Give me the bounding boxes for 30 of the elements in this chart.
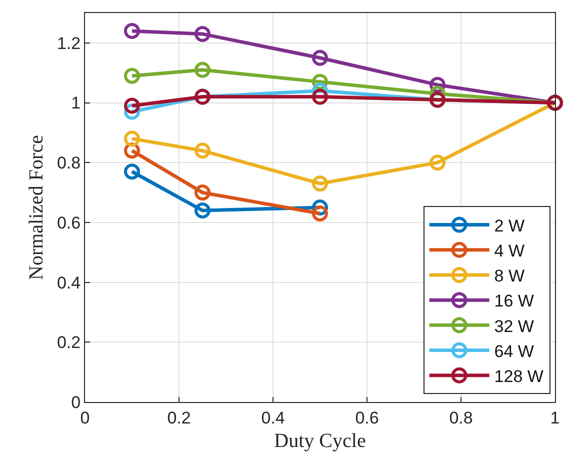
y-tick-label: 0.6	[56, 213, 81, 232]
point	[194, 26, 210, 42]
y-tick-label: 1	[71, 94, 81, 113]
x-tick-label: 0.8	[449, 408, 473, 428]
x-tick-label: 0.2	[167, 408, 191, 428]
y-tick-label: 0.8	[56, 154, 81, 173]
y-tick-label: 1.2	[56, 34, 81, 53]
legend-label: 32 W	[494, 316, 534, 336]
point	[124, 98, 140, 114]
point	[124, 22, 140, 39]
legend-label: 128 W	[494, 367, 544, 386]
legend-label: 16 W	[494, 292, 534, 311]
point	[124, 68, 140, 84]
y-axis-title: Normalized Force	[25, 134, 48, 280]
x-tick-label: 0.6	[355, 408, 379, 428]
legend-label: 4 W	[494, 242, 525, 260]
y-tick-label: 0.2	[56, 333, 81, 352]
point	[312, 88, 328, 105]
legend-label: 8 W	[494, 266, 525, 286]
legend-label: 2 W	[494, 216, 525, 236]
point	[312, 50, 328, 66]
point	[124, 130, 140, 147]
x-tick-label: 0.4	[261, 408, 285, 428]
x-tick-label: 1	[550, 408, 560, 428]
point	[194, 62, 210, 78]
y-tick-label: 0.4	[56, 273, 81, 292]
legend-label: 64 W	[494, 342, 534, 361]
point	[430, 154, 446, 171]
y-tick-label: 0	[71, 392, 81, 412]
x-axis-title: Duty Cycle	[274, 430, 366, 452]
